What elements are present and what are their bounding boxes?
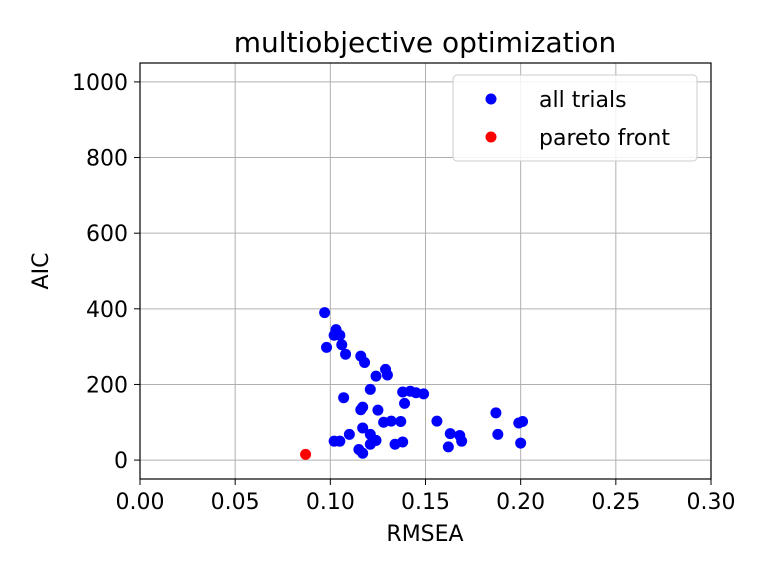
data-point-all-trials — [399, 397, 411, 409]
y-tick-label: 400 — [86, 298, 128, 323]
data-point-pareto-front — [300, 448, 312, 460]
data-point-all-trials — [517, 416, 529, 428]
legend-label: all trials — [539, 88, 627, 113]
data-point-all-trials — [334, 329, 346, 341]
grid-lines — [139, 63, 712, 479]
data-point-all-trials — [492, 428, 504, 440]
data-point-all-trials — [364, 438, 376, 450]
data-point-all-trials — [442, 441, 454, 453]
data-point-all-trials — [418, 388, 430, 400]
x-axis-ticks: 0.00 0.05 0.10 0.15 0.20 0.25 0.30 — [116, 479, 736, 515]
x-tick-label: 0.25 — [591, 490, 640, 515]
y-tick-label: 0 — [114, 449, 128, 474]
data-point-all-trials — [385, 415, 397, 427]
data-point-all-trials — [336, 339, 348, 351]
y-tick-label: 1000 — [72, 71, 128, 96]
data-point-all-trials — [355, 404, 367, 416]
x-tick-label: 0.30 — [687, 490, 736, 515]
data-point-all-trials — [456, 435, 468, 447]
data-point-all-trials — [381, 369, 393, 381]
data-point-all-trials — [357, 447, 369, 459]
y-tick-label: 600 — [86, 222, 128, 247]
data-point-all-trials — [364, 383, 376, 395]
x-tick-label: 0.00 — [116, 490, 165, 515]
legend-marker — [485, 93, 497, 105]
data-point-all-trials — [340, 348, 352, 360]
data-point-all-trials — [359, 357, 371, 369]
data-point-all-trials — [319, 307, 331, 319]
data-point-all-trials — [515, 437, 527, 449]
data-point-all-trials — [343, 428, 355, 440]
data-point-all-trials — [372, 404, 384, 416]
data-point-all-trials — [338, 392, 350, 404]
data-point-all-trials — [321, 341, 333, 353]
x-tick-label: 0.20 — [496, 490, 545, 515]
x-tick-label: 0.05 — [211, 490, 260, 515]
data-point-all-trials — [490, 407, 502, 419]
legend-marker — [485, 131, 497, 143]
x-tick-label: 0.15 — [401, 490, 450, 515]
data-points — [300, 307, 529, 460]
data-point-all-trials — [395, 416, 407, 428]
data-point-all-trials — [357, 422, 369, 434]
y-tick-label: 200 — [86, 373, 128, 398]
legend: all trials pareto front — [452, 74, 698, 162]
chart-title: multiobjective optimization — [234, 26, 617, 59]
x-axis-label: RMSEA — [386, 522, 463, 547]
data-point-all-trials — [444, 428, 456, 440]
y-tick-label: 800 — [86, 147, 128, 172]
data-point-all-trials — [370, 370, 382, 382]
data-point-all-trials — [334, 435, 346, 447]
x-tick-label: 0.10 — [306, 490, 355, 515]
data-point-all-trials — [397, 436, 409, 448]
legend-box — [452, 74, 698, 162]
data-point-all-trials — [431, 415, 443, 427]
y-axis-label: AIC — [29, 253, 54, 290]
legend-label: pareto front — [539, 126, 670, 151]
y-axis-ticks: 0 200 400 600 800 1000 — [72, 71, 140, 474]
